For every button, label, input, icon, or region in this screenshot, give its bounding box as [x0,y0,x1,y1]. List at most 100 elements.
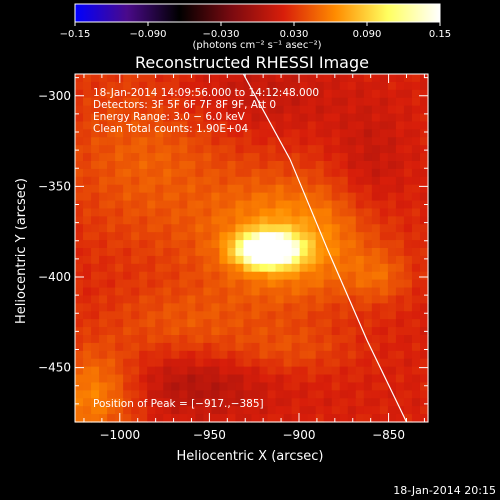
heatmap-cell [387,153,397,162]
heatmap-cell [275,192,285,202]
heatmap-cell [259,327,269,336]
heatmap-cell [355,208,365,217]
heatmap-cell [235,358,245,368]
heatmap-cell [179,113,188,123]
heatmap-cell [203,279,212,289]
heatmap-cell [203,342,212,352]
heatmap-cell [379,137,389,146]
heatmap-cell [267,327,277,336]
heatmap-cell [379,342,389,352]
heatmap-cell [203,406,212,415]
heatmap-cell [123,81,132,91]
heatmap-cell [371,319,381,328]
heatmap-cell [227,374,237,384]
heatmap-cell [179,350,188,360]
heatmap-cell [179,311,188,320]
heatmap-cell [187,335,196,344]
heatmap-cell [187,271,196,281]
heatmap-cell [251,200,261,210]
heatmap-cell [299,153,309,162]
heatmap-cell [339,398,349,407]
heatmap-cell [299,216,309,225]
heatmap-cell [235,398,245,407]
heatmap-cell [339,192,349,202]
heatmap-cell [419,113,429,123]
heatmap-cell [387,406,397,415]
heatmap-cell [235,153,245,162]
heatmap-cell [83,263,92,273]
heatmap-cell [267,366,277,376]
heatmap-cell [235,319,245,328]
heatmap-cell [419,184,429,194]
heatmap-cell [195,200,204,210]
heatmap-cell [163,89,172,99]
heatmap-cell [267,129,277,138]
heatmap-cell [155,176,164,186]
heatmap-cell [315,398,325,407]
heatmap-cell [379,74,389,83]
heatmap-cell [387,319,397,328]
heatmap-cell [235,208,245,217]
heatmap-cell [283,263,293,273]
heatmap-cell [411,216,421,225]
heatmap-cell [339,176,349,186]
heatmap-cell [371,279,381,289]
heatmap-cell [107,176,116,186]
heatmap-cell [355,398,365,407]
heatmap-cell [363,161,373,170]
heatmap-cell [371,382,381,391]
heatmap-cell [131,255,140,265]
heatmap-cell [323,414,333,423]
heatmap-cell [115,295,124,304]
heatmap-cell [219,121,229,130]
heatmap-cell [235,129,245,138]
heatmap-cell [395,89,405,99]
heatmap-cell [323,358,333,368]
heatmap-cell [227,303,237,312]
heatmap-cell [331,145,341,154]
heatmap-cell [363,271,373,281]
heatmap-cell [403,81,413,91]
heatmap-cell [131,303,140,312]
heatmap-cell [139,279,148,289]
heatmap-cell [131,161,140,170]
heatmap-cell [163,168,172,178]
heatmap-cell [267,161,277,170]
heatmap-cell [75,374,84,384]
heatmap-cell [147,192,156,202]
heatmap-cell [131,414,140,423]
heatmap-cell [243,168,253,178]
heatmap-cell [363,176,373,186]
heatmap-cell [235,248,245,257]
heatmap-cell [187,287,196,297]
heatmap-cell [379,390,389,399]
heatmap-cell [163,74,172,83]
x-tick-label: −900 [283,428,316,442]
heatmap-cell [163,374,172,384]
heatmap-cell [187,398,196,407]
heatmap-cell [259,295,269,304]
heatmap-cell [411,382,421,391]
heatmap-cell [235,97,245,107]
heatmap-cell [131,279,140,289]
heatmap-cell [403,295,413,304]
heatmap-cell [123,271,132,281]
heatmap-cell [227,287,237,297]
heatmap-cell [91,263,100,273]
heatmap-cell [115,398,124,407]
heatmap-cell [107,81,116,91]
heatmap-cell [323,342,333,352]
heatmap-cell [387,192,397,202]
heatmap-cell [115,248,124,257]
heatmap-cell [283,145,293,154]
heatmap-cell [347,406,357,415]
heatmap-cell [395,161,405,170]
heatmap-cell [355,311,365,320]
heatmap-cell [203,168,212,178]
heatmap-cell [387,311,397,320]
heatmap-cell [211,271,221,281]
heatmap-cell [363,358,373,368]
heatmap-cell [203,89,212,99]
heatmap-cell [83,279,92,289]
heatmap-cell [371,311,381,320]
